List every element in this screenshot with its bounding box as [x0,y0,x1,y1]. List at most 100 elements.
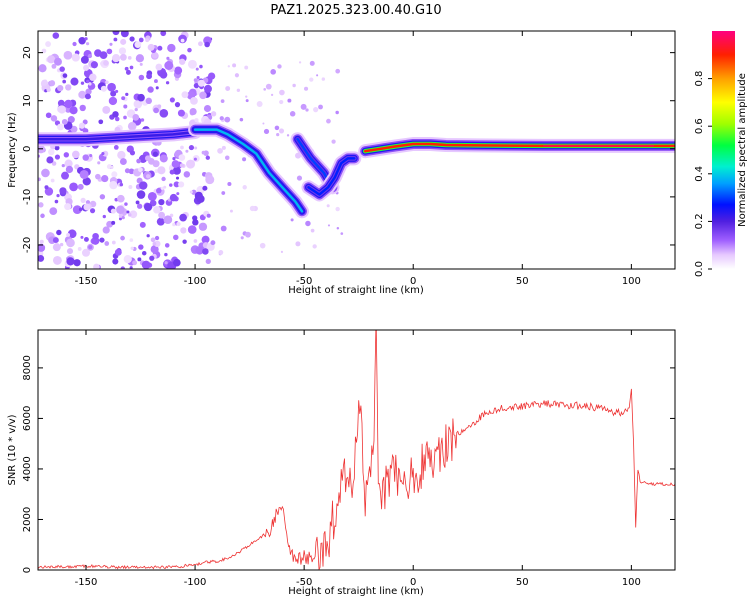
noise-speckle [123,104,128,109]
ridge-band [307,157,356,196]
noise-speckle [298,61,302,64]
colorbar-tick-label: 0.4 [694,166,705,182]
noise-speckle [305,220,311,227]
x-tick-label: 0 [410,276,416,287]
x-tick-label: -100 [184,577,207,588]
noise-speckle [270,69,276,75]
noise-speckle [127,55,132,60]
snr-y-ticks: 0 2000 4000 6000 8000 [22,355,675,573]
noise-speckle [279,89,285,96]
noise-speckle [129,150,136,156]
noise-speckle [174,66,183,75]
noise-speckle [57,123,64,131]
x-tick-label: -150 [75,276,98,287]
noise-speckle [114,116,120,122]
noise-speckle [112,31,120,36]
noise-speckle [158,199,165,206]
noise-speckle [173,234,179,241]
noise-speckle [127,122,137,131]
noise-speckle [138,244,144,250]
noise-speckle [67,229,77,239]
noise-speckle [64,203,72,211]
noise-speckle [110,165,114,170]
noise-speckle [38,177,41,182]
x-tick-label: 100 [622,276,641,287]
noise-speckle [125,69,131,75]
noise-speckle [82,154,89,161]
noise-speckle [124,168,130,174]
noise-speckle [38,243,46,252]
noise-speckle [154,240,161,248]
x-tick-label: 0 [410,577,416,588]
noise-speckle [157,104,162,109]
noise-speckle [195,246,204,255]
noise-speckle [160,31,167,37]
noise-speckle [326,204,330,208]
noise-speckle [38,202,44,208]
noise-speckle [150,237,156,243]
noise-speckle [177,109,185,117]
noise-speckle [190,97,198,105]
noise-speckle [50,115,58,122]
noise-speckle [179,163,185,168]
noise-speckle [133,99,143,109]
noise-speckle [249,205,256,212]
noise-speckle [80,197,86,203]
noise-speckle [39,239,44,244]
noise-speckle [176,192,180,196]
noise-speckle [72,41,77,47]
noise-speckle [56,194,60,198]
noise-speckle [111,220,116,225]
noise-speckle [134,41,142,49]
noise-speckle [141,250,147,256]
noise-speckle [335,110,339,115]
noise-speckle [265,83,272,90]
x-tick-label: 50 [516,276,529,287]
noise-speckle [90,61,98,69]
noise-speckle [59,66,65,72]
noise-speckle [128,185,133,189]
noise-speckle [102,214,106,219]
noise-speckle [169,193,178,202]
noise-speckle [198,222,208,231]
noise-speckle [121,96,126,101]
noise-speckle [80,55,89,64]
noise-speckle [286,134,290,137]
noise-speckle [220,99,225,103]
noise-speckle [65,106,72,113]
noise-speckle [49,80,56,87]
noise-speckle [105,80,109,85]
noise-speckle [65,84,72,91]
noise-speckle [180,227,187,234]
noise-speckle [160,186,164,190]
noise-speckle [119,53,127,61]
noise-speckle [164,243,170,248]
noise-speckle [80,81,85,85]
noise-speckle [132,114,140,121]
noise-speckle [242,157,247,162]
noise-speckle [136,190,146,199]
noise-speckle [188,144,195,151]
snr-y-label: SNR (10 * v/v) [7,414,18,485]
noise-speckle [118,217,122,221]
noise-speckle [85,42,90,46]
noise-speckle [154,235,160,241]
noise-speckle [152,241,157,246]
noise-speckle [309,60,315,66]
noise-speckle [64,159,73,168]
noise-speckle [137,257,142,262]
noise-speckle [99,194,106,200]
snr-frame [37,329,676,571]
noise-speckle [41,48,47,54]
noise-speckle [164,252,168,257]
noise-speckle [262,122,265,125]
x-tick-label: -150 [75,577,98,588]
noise-speckle [138,154,148,163]
noise-speckle [318,104,323,110]
noise-speckle [153,107,159,114]
noise-speckle [65,165,74,174]
noise-speckle [44,187,54,196]
noise-speckle [193,157,197,161]
noise-speckle [245,231,251,238]
